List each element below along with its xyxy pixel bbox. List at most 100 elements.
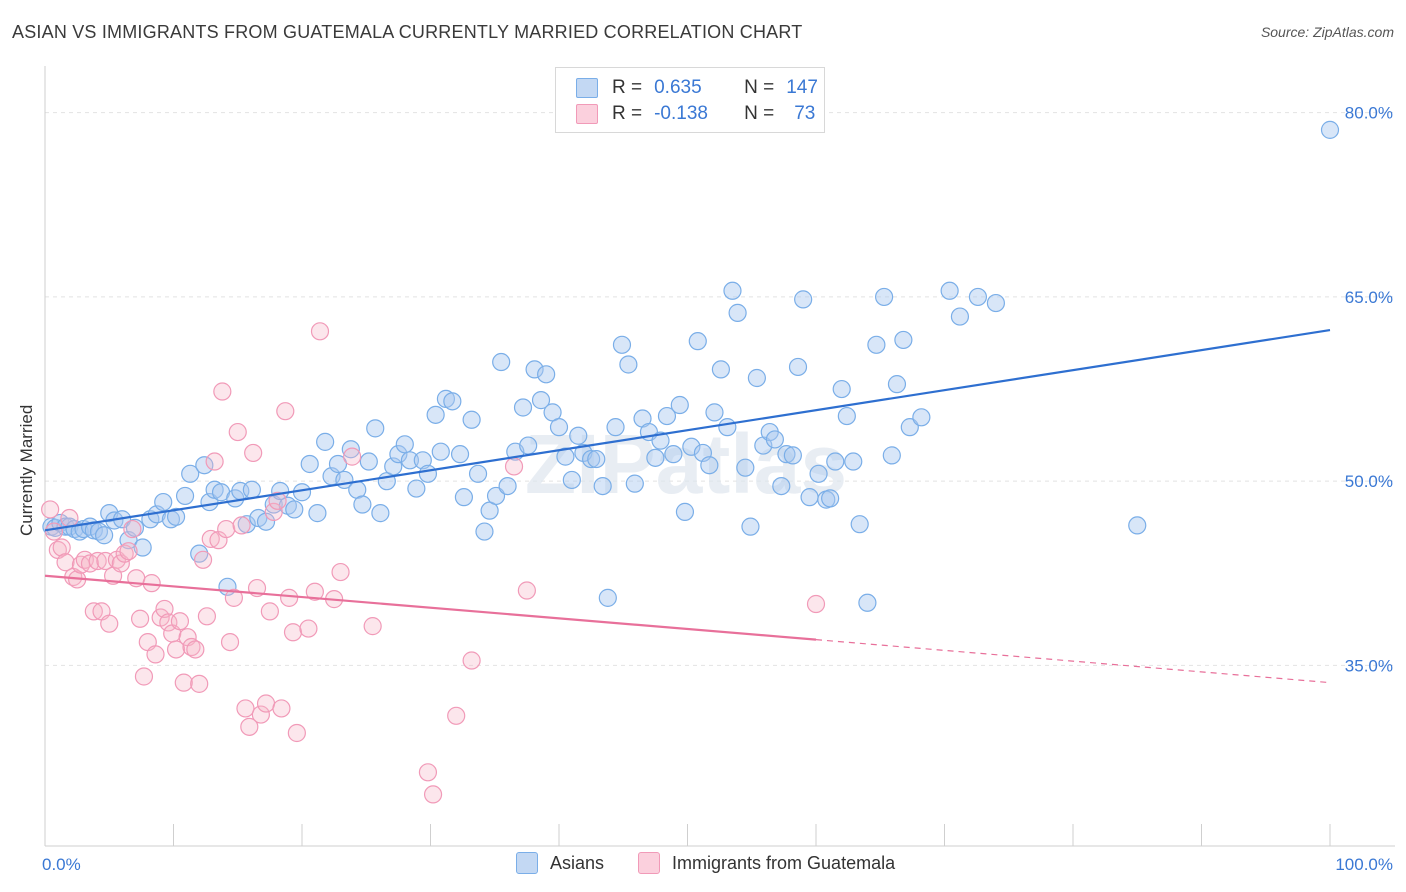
asians-point bbox=[468, 464, 488, 483]
series-legend: Asians Immigrants from Guatemala bbox=[516, 852, 929, 874]
guatemala-point bbox=[240, 717, 259, 736]
asians-point bbox=[582, 449, 601, 469]
asians-point bbox=[443, 392, 462, 411]
guatemala-point bbox=[100, 614, 119, 633]
asians-point bbox=[657, 406, 677, 426]
guatemala-point bbox=[224, 588, 243, 607]
asians-point bbox=[741, 517, 760, 536]
asians-point bbox=[407, 479, 426, 498]
asians-point bbox=[736, 458, 755, 477]
asians-point bbox=[867, 335, 886, 354]
asians-point bbox=[837, 406, 856, 426]
asians-point bbox=[569, 426, 588, 445]
asians-point bbox=[513, 398, 533, 417]
asians-point bbox=[900, 418, 919, 437]
asians-point bbox=[850, 515, 869, 534]
guatemala-point bbox=[418, 763, 438, 782]
guatemala-point bbox=[244, 443, 263, 463]
asians-point bbox=[395, 435, 414, 454]
guatemala-point bbox=[251, 705, 270, 724]
asians-point bbox=[181, 464, 200, 483]
asians-point bbox=[940, 281, 959, 300]
guatemala-point bbox=[287, 723, 306, 743]
asians-point bbox=[986, 293, 1006, 313]
asians-point bbox=[705, 403, 724, 422]
asians-point bbox=[718, 418, 737, 437]
asians-point bbox=[175, 486, 195, 506]
tick-labels: 80.0% 65.0% 50.0% 35.0% 0.0% 100.0% bbox=[42, 104, 1393, 874]
asians-point bbox=[826, 452, 845, 471]
series-legend-asians: Asians bbox=[516, 852, 604, 874]
legend-row-guatemala: R = -0.138 N = 73 bbox=[576, 102, 815, 126]
asians-point bbox=[747, 368, 766, 388]
asians-point bbox=[821, 489, 840, 508]
guatemala-point bbox=[264, 502, 283, 521]
guatemala-point bbox=[155, 599, 174, 619]
asians-point bbox=[549, 418, 569, 437]
asians-point bbox=[772, 476, 791, 496]
asians-point bbox=[894, 330, 913, 350]
asians-point bbox=[413, 451, 432, 470]
legend-n-label: N = bbox=[744, 77, 775, 98]
asians-point bbox=[783, 446, 802, 465]
asians-point bbox=[700, 456, 719, 475]
asians-point bbox=[598, 588, 617, 607]
guatemala-point bbox=[201, 529, 220, 549]
guatemala-point bbox=[96, 551, 115, 571]
asians-point bbox=[777, 445, 796, 464]
asians-point bbox=[950, 307, 970, 326]
guatemala-point bbox=[159, 613, 178, 632]
axes bbox=[44, 66, 1395, 847]
asians-point bbox=[844, 452, 863, 471]
asians-point bbox=[619, 355, 638, 374]
guatemala-point bbox=[276, 402, 295, 421]
guatemala-point bbox=[305, 582, 324, 601]
asians-point bbox=[612, 335, 632, 354]
asians-point bbox=[794, 290, 813, 309]
asians-point bbox=[486, 486, 506, 506]
x-tick-label: 0.0% bbox=[42, 855, 81, 874]
asians-point bbox=[651, 431, 670, 450]
asians-point bbox=[675, 502, 695, 521]
guatemala-point bbox=[197, 607, 217, 626]
guatemala-point bbox=[232, 516, 251, 535]
asians-point bbox=[887, 375, 907, 394]
source-credit: Source: ZipAtlas.com bbox=[1260, 24, 1394, 40]
asians-point bbox=[400, 451, 420, 470]
asians-point bbox=[1128, 516, 1147, 535]
asians-point bbox=[285, 500, 304, 519]
legend-r-label: R = bbox=[612, 103, 643, 124]
asians-point bbox=[242, 480, 261, 499]
guatemala-point bbox=[504, 457, 524, 476]
asians-point bbox=[519, 436, 538, 455]
guatemala-point bbox=[119, 542, 138, 561]
trend-lines bbox=[44, 329, 1331, 684]
legend-n-value: 73 bbox=[794, 103, 816, 124]
guatemala-point bbox=[331, 562, 350, 582]
asians-point bbox=[154, 492, 173, 512]
series-label-asians: Asians bbox=[550, 852, 605, 873]
asians-point bbox=[682, 437, 701, 456]
asians-point bbox=[426, 405, 445, 424]
series-swatch-asians bbox=[516, 852, 538, 874]
guatemala-point bbox=[310, 322, 330, 341]
guatemala-point bbox=[205, 452, 224, 471]
asians-point bbox=[353, 495, 372, 514]
asians-point bbox=[912, 408, 931, 427]
y-tick-label: 50.0% bbox=[1345, 472, 1393, 491]
legend-row-asians: R = 0.635 N = 147 bbox=[576, 76, 818, 100]
legend-n-value: 147 bbox=[786, 77, 818, 98]
guatemala-point bbox=[280, 588, 299, 607]
y-tick-label: 35.0% bbox=[1345, 656, 1393, 675]
asians-point bbox=[875, 287, 894, 307]
guatemala-point bbox=[60, 508, 79, 528]
guatemala-point bbox=[299, 619, 318, 638]
asians-point bbox=[256, 512, 276, 531]
chart-title: ASIAN VS IMMIGRANTS FROM GUATEMALA CURRE… bbox=[12, 22, 803, 42]
asians-point bbox=[341, 440, 360, 459]
y-axis-label: Currently Married bbox=[17, 404, 36, 536]
asians-point bbox=[498, 476, 517, 496]
stats-legend: R = 0.635 N = 147 R = -0.138 N = 73 bbox=[555, 67, 825, 133]
asians-point bbox=[670, 395, 689, 415]
